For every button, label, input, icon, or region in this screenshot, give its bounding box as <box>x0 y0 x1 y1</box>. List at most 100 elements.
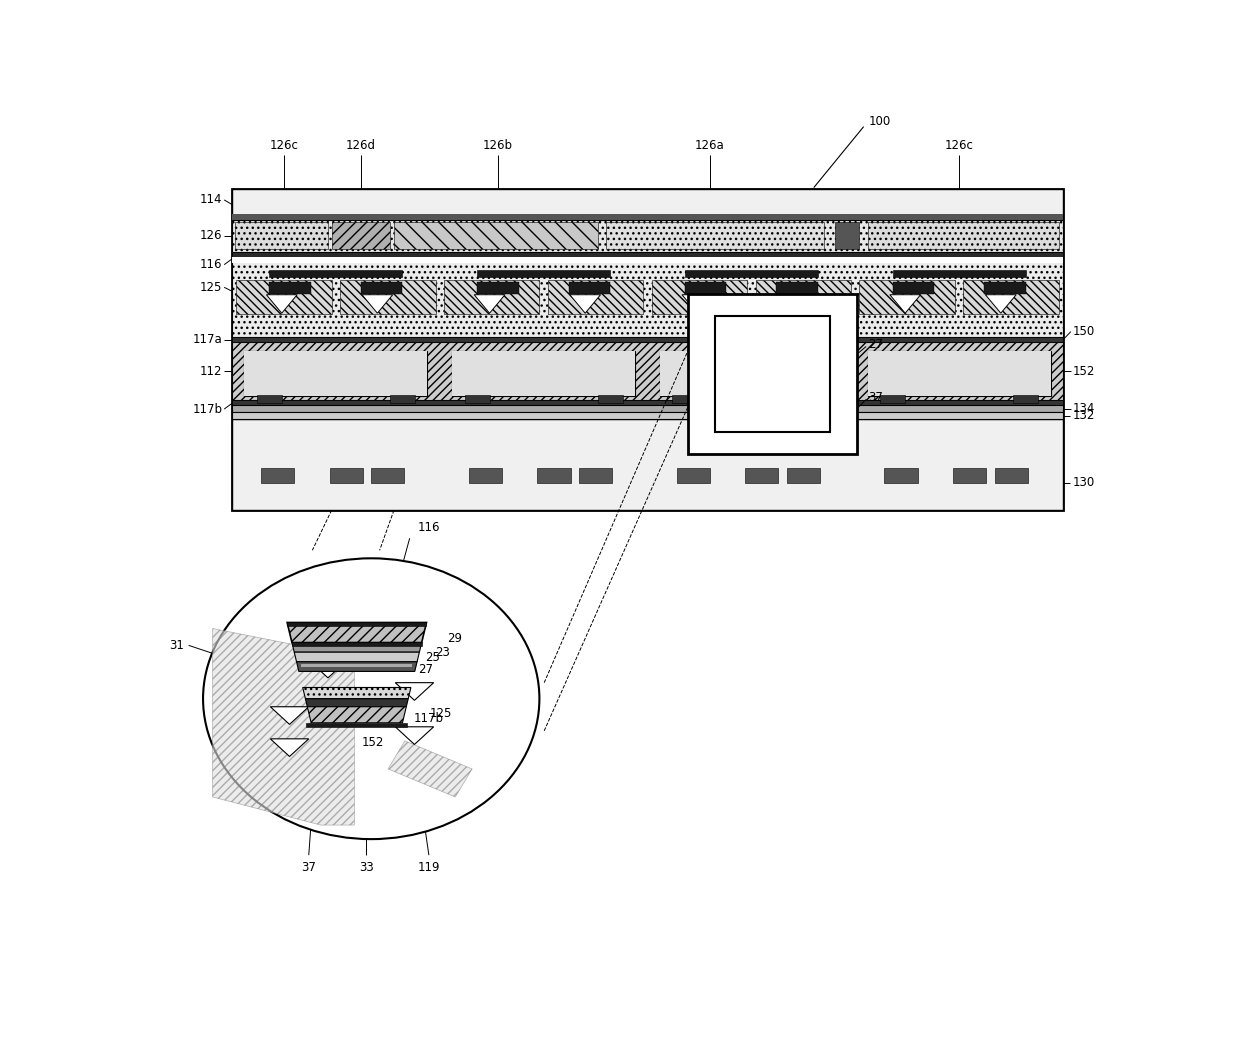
Text: 150: 150 <box>1073 325 1095 339</box>
Text: 126c: 126c <box>945 139 973 151</box>
Bar <box>232 190 1063 511</box>
Bar <box>232 252 1063 256</box>
Bar <box>745 468 779 482</box>
Polygon shape <box>270 739 309 756</box>
Text: 37: 37 <box>301 861 316 873</box>
Bar <box>232 343 1063 400</box>
Bar <box>893 282 934 294</box>
Bar <box>868 222 1059 249</box>
Text: 152: 152 <box>1073 365 1095 378</box>
Bar <box>579 468 613 482</box>
Text: 27: 27 <box>418 664 433 676</box>
Bar <box>232 220 1063 252</box>
Bar <box>232 256 1063 263</box>
Bar <box>232 256 1063 337</box>
Text: 100: 100 <box>869 115 892 127</box>
Text: 25: 25 <box>425 651 440 665</box>
Bar <box>232 337 1063 343</box>
Polygon shape <box>303 688 410 699</box>
Text: 116: 116 <box>200 258 222 271</box>
Text: 119: 119 <box>418 861 440 873</box>
Bar <box>469 468 502 482</box>
Bar <box>660 350 843 396</box>
Polygon shape <box>270 706 309 724</box>
Bar <box>244 350 428 396</box>
Bar <box>236 279 331 314</box>
Bar <box>859 279 955 314</box>
Bar <box>786 468 820 482</box>
Bar <box>994 468 1028 482</box>
Bar <box>453 350 635 396</box>
Text: 117b: 117b <box>192 402 222 416</box>
Bar <box>684 270 818 277</box>
Text: 125: 125 <box>200 280 222 294</box>
Bar <box>361 282 402 294</box>
Text: 31: 31 <box>169 639 184 652</box>
Text: 112: 112 <box>200 365 222 378</box>
Polygon shape <box>213 628 355 825</box>
Bar <box>893 270 1025 277</box>
Bar <box>389 395 414 402</box>
Text: 116: 116 <box>418 521 440 535</box>
Text: 126c: 126c <box>269 139 299 151</box>
Text: 126: 126 <box>200 229 222 242</box>
Bar <box>444 279 539 314</box>
Text: 114: 114 <box>200 194 222 206</box>
Bar <box>232 420 1063 511</box>
Polygon shape <box>474 295 505 314</box>
Text: 117b: 117b <box>413 713 443 725</box>
Polygon shape <box>308 706 407 723</box>
Bar <box>232 400 1063 405</box>
Bar <box>234 222 329 249</box>
Bar <box>260 468 294 482</box>
Bar <box>232 256 1063 260</box>
Polygon shape <box>682 295 713 314</box>
Bar <box>672 395 697 402</box>
Bar <box>394 222 598 249</box>
Bar <box>232 413 1063 420</box>
Bar <box>232 405 1063 413</box>
Text: 117a: 117a <box>192 333 222 346</box>
Bar <box>954 468 986 482</box>
Bar <box>868 350 1050 396</box>
Bar <box>301 664 412 667</box>
Bar <box>806 395 831 402</box>
Text: 130: 130 <box>1073 476 1095 490</box>
Bar <box>755 279 851 314</box>
Bar <box>465 395 490 402</box>
Polygon shape <box>305 699 408 706</box>
Text: 126a: 126a <box>694 139 724 151</box>
Bar <box>340 279 435 314</box>
Bar <box>257 395 281 402</box>
Bar <box>477 270 610 277</box>
Polygon shape <box>396 727 434 744</box>
Bar <box>331 222 389 249</box>
Bar <box>306 723 407 727</box>
Polygon shape <box>396 683 434 700</box>
Text: 126b: 126b <box>482 139 513 151</box>
Bar <box>677 468 709 482</box>
Bar <box>232 190 1063 220</box>
Bar <box>548 279 644 314</box>
Text: 37: 37 <box>868 392 883 404</box>
Text: 33: 33 <box>360 861 373 873</box>
Text: 134: 134 <box>1073 402 1095 415</box>
Bar <box>715 316 830 431</box>
Polygon shape <box>288 622 427 643</box>
Text: 27: 27 <box>868 339 883 351</box>
Bar <box>232 214 1063 220</box>
Polygon shape <box>362 295 393 314</box>
Polygon shape <box>309 661 347 678</box>
Text: 125: 125 <box>430 706 453 720</box>
Bar <box>835 222 859 249</box>
Bar <box>880 395 905 402</box>
Bar <box>660 350 843 396</box>
Bar <box>291 642 422 646</box>
Bar <box>371 468 404 482</box>
Polygon shape <box>296 662 417 671</box>
Polygon shape <box>267 295 298 314</box>
Polygon shape <box>777 295 808 314</box>
Bar <box>477 282 518 294</box>
Text: 29: 29 <box>446 632 463 645</box>
Text: 126d: 126d <box>346 139 376 151</box>
